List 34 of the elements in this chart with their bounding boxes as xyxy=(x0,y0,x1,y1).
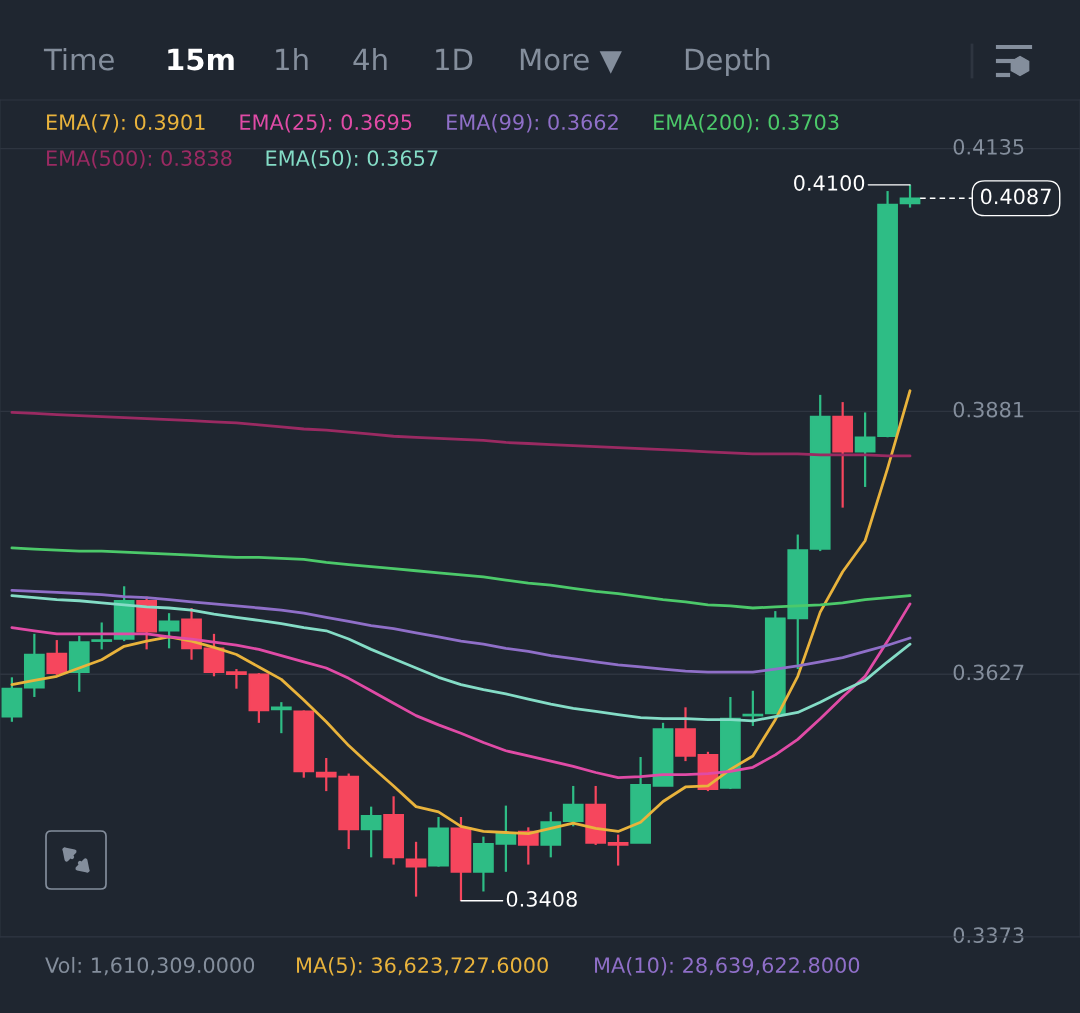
text: 1h xyxy=(276,47,308,71)
text: EMA(7): 0.3901 xyxy=(47,113,205,133)
candlestick xyxy=(540,810,562,859)
candlestick xyxy=(854,411,876,489)
text: Depth xyxy=(685,47,770,77)
y-tick-label: 0.3881 xyxy=(953,401,1024,418)
y-tick-label: 0.3373 xyxy=(953,927,1024,944)
text: EMA(25): 0.3695 xyxy=(240,113,412,133)
candlestick xyxy=(270,701,292,735)
annotation: 0.3408 xyxy=(506,891,577,907)
text: 15m xyxy=(168,48,234,71)
text: EMA(200): 0.3703 xyxy=(654,113,839,133)
text: 4h xyxy=(353,47,387,71)
y-tick-label: 0.4135 xyxy=(953,138,1024,155)
text: MA(10): 28,639,622.8000 xyxy=(595,956,860,976)
ref-line-label: 0.4087 xyxy=(980,188,1051,205)
text: EMA(99): 0.3662 xyxy=(447,113,618,133)
text: Time xyxy=(43,47,114,71)
candlestick xyxy=(203,632,225,678)
text: EMA(50): 0.3657 xyxy=(266,149,438,169)
annotation: 0.4100 xyxy=(794,175,865,191)
candlestick xyxy=(46,638,68,677)
candlestick xyxy=(562,784,584,828)
candlestick xyxy=(360,805,382,859)
text: Vol: 1,610,309.0000 xyxy=(45,956,255,976)
candlestick xyxy=(607,833,629,867)
candlestick xyxy=(226,667,247,690)
text: EMA(500): 0.3838 xyxy=(47,149,232,169)
candlestick xyxy=(158,612,180,650)
text: MA(5): 36,623,727.6000 xyxy=(297,956,548,976)
y-tick-label: 0.3627 xyxy=(953,664,1024,681)
text: More ▼ xyxy=(520,48,622,74)
text: 1D xyxy=(436,48,473,71)
candlestick xyxy=(899,183,921,209)
